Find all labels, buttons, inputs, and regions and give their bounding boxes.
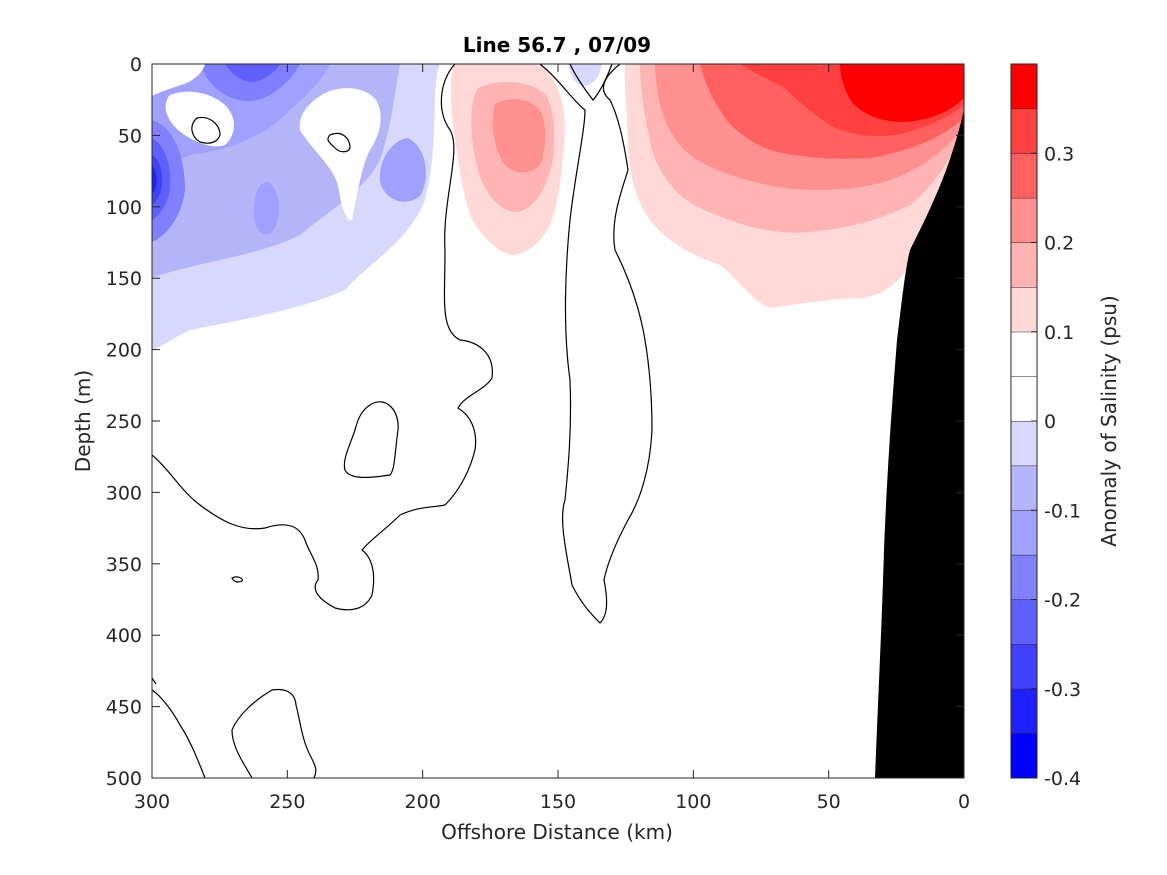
- y-tick-labels: 0 50 100 150 200 250 300 350 400 450 500: [106, 54, 142, 790]
- colorbar-band: [1011, 287, 1037, 332]
- colorbar-band: [1011, 242, 1037, 288]
- neg-band-025-b: [225, 64, 280, 82]
- colorbar-band: [1011, 153, 1037, 198]
- colorbar-tick-labels: -0.4 -0.3 -0.2 -0.1 0 0.1 0.2 0.3: [1044, 143, 1081, 790]
- axis-ticks: [151, 63, 965, 779]
- neg-band-020-b: [200, 64, 300, 102]
- colorbar-band: [1011, 599, 1037, 645]
- colorbar-band: [1011, 376, 1037, 421]
- zero-pocket-1: [165, 91, 235, 147]
- neg-band-015-b: [379, 138, 426, 202]
- x-tick-label: 300: [134, 791, 170, 813]
- neg-blob-surface: [568, 64, 602, 86]
- colorbar-tick-label: -0.4: [1044, 768, 1081, 790]
- colorbar-band: [1011, 108, 1037, 154]
- colorbar-tick-label: -0.3: [1044, 679, 1081, 701]
- x-tick-label: 100: [675, 791, 711, 813]
- y-tick-label: 200: [106, 340, 142, 362]
- colorbar-band: [1011, 510, 1037, 555]
- colorbar-band: [1011, 733, 1037, 778]
- contour-fills: [152, 64, 964, 350]
- neg-band-035: [152, 166, 157, 194]
- colorbar-band: [1011, 331, 1037, 377]
- colorbar-tick-label: -0.2: [1044, 590, 1081, 612]
- colorbar-band: [1011, 554, 1037, 600]
- y-tick-label: 400: [106, 625, 142, 647]
- colorbar-band: [1011, 688, 1037, 734]
- y-tick-label: 50: [118, 125, 142, 147]
- colorbar-band: [1011, 64, 1037, 109]
- neg-band-030: [152, 155, 163, 205]
- colorbar-tick-label: 0.2: [1044, 233, 1074, 255]
- colorbar-band: [1011, 465, 1037, 511]
- y-axis-label: Depth (m): [71, 370, 95, 472]
- x-tick-label: 200: [405, 791, 441, 813]
- colorbar-label: Anomaly of Salinity (psu): [1097, 295, 1121, 546]
- x-tick-label: 250: [269, 791, 305, 813]
- y-tick-label: 350: [106, 554, 142, 576]
- x-axis-label: Offshore Distance (km): [441, 820, 673, 844]
- colorbar-band: [1011, 644, 1037, 689]
- colorbar-band: [1011, 197, 1037, 243]
- colorbar-tick-label: 0.3: [1044, 143, 1074, 165]
- y-tick-label: 300: [106, 482, 142, 504]
- y-tick-label: 500: [106, 768, 142, 790]
- zero-pocket-2: [299, 88, 381, 221]
- neg-band-015: [152, 64, 330, 172]
- zero-contours: [152, 64, 653, 778]
- neg-band-015-c: [253, 182, 280, 235]
- y-tick-label: 150: [106, 268, 142, 290]
- y-tick-label: 0: [130, 54, 142, 76]
- zero-pocket-3: [152, 64, 205, 96]
- pos-band-020: [492, 99, 546, 173]
- colorbar-tick-label: 0: [1044, 411, 1056, 433]
- y-tick-label: 250: [106, 411, 142, 433]
- colorbar-tick-label: 0.1: [1044, 322, 1074, 344]
- bathymetry: [875, 110, 964, 778]
- y-tick-label: 450: [106, 697, 142, 719]
- pos-band-035-ns: [840, 64, 964, 122]
- colorbar-ticks: [1031, 152, 1037, 779]
- colorbar: [1011, 63, 1037, 778]
- x-tick-labels: 300 250 200 150 100 50 0: [134, 791, 970, 813]
- x-tick-label: 0: [958, 791, 970, 813]
- chart-title: Line 56.7 , 07/09: [463, 33, 651, 57]
- x-tick-label: 150: [540, 791, 576, 813]
- x-tick-label: 50: [817, 791, 841, 813]
- y-tick-label: 100: [106, 197, 142, 219]
- colorbar-tick-label: -0.1: [1044, 500, 1081, 522]
- colorbar-band: [1011, 421, 1037, 466]
